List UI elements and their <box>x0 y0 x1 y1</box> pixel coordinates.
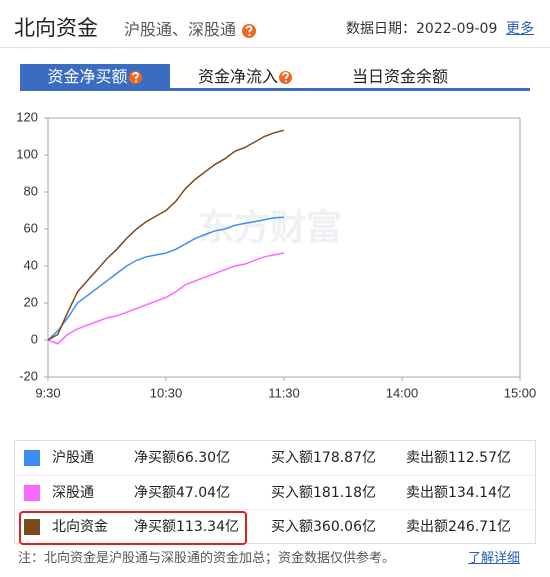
x-tick-label: 15:00 <box>504 385 537 400</box>
y-tick-label: 20 <box>24 294 38 309</box>
highlight-box <box>19 511 247 545</box>
net-label: 净买额 <box>134 519 176 535</box>
sell-label: 卖出额 <box>406 519 448 535</box>
series-line <box>47 216 285 341</box>
title: 北向资金 <box>14 16 98 40</box>
net-label: 净买额 <box>134 485 176 501</box>
subtitle-text: 沪股通、深股通 <box>124 20 237 39</box>
sell-value: 134.14亿 <box>448 485 511 501</box>
sell-label: 卖出额 <box>406 485 448 501</box>
sell-value: 112.57亿 <box>448 450 511 466</box>
y-tick-label: -20 <box>19 368 38 383</box>
table-row: 深股通 净买额 47.04亿 买入额 181.18亿 卖出额 134.14亿 <box>15 475 535 510</box>
more-link[interactable]: 更多 <box>506 21 534 37</box>
table-row: 北向资金 净买额 113.34亿 买入额 360.06亿 卖出额 246.71亿 <box>15 509 535 545</box>
series-line <box>47 129 285 341</box>
watermark: 东方财富 <box>198 207 342 248</box>
y-tick-label: 120 <box>16 109 38 124</box>
divider <box>0 47 550 48</box>
x-tick-label: 9:30 <box>35 385 60 400</box>
legend-swatch <box>24 485 40 501</box>
help-icon[interactable] <box>241 23 257 39</box>
detail-link[interactable]: 了解详细 <box>468 551 521 566</box>
data-date: 数据日期：2022-09-09 <box>346 21 498 37</box>
y-tick-label: 100 <box>16 146 38 161</box>
legend-swatch <box>24 450 40 466</box>
tab-label: 资金净流入 <box>198 67 279 86</box>
legend-swatch <box>24 519 40 535</box>
tab-underline <box>20 88 530 91</box>
sell-value: 246.71亿 <box>448 519 511 535</box>
net-value: 66.30亿 <box>176 450 231 466</box>
x-tick-label: 14:00 <box>386 385 419 400</box>
chart: 东方财富 -20 0 20 40 60 80 100 120 9:30 10:30 11:30 14:… <box>16 109 537 400</box>
tab[interactable]: 资金净流入 <box>198 64 293 90</box>
buy-value: 181.18亿 <box>313 485 376 501</box>
legend-name: 深股通 <box>52 485 94 501</box>
sell-label: 卖出额 <box>406 450 448 466</box>
buy-label: 买入额 <box>271 485 313 501</box>
tab-active[interactable]: 资金净买额 <box>20 64 170 90</box>
buy-value: 360.06亿 <box>313 519 376 535</box>
y-tick-label: 40 <box>24 257 38 272</box>
x-tick-label: 10:30 <box>150 385 183 400</box>
tab[interactable]: 当日资金余额 <box>352 67 449 86</box>
net-label: 净买额 <box>134 450 176 466</box>
net-value: 47.04亿 <box>176 485 231 501</box>
help-icon[interactable] <box>278 70 293 85</box>
y-tick-label: 60 <box>24 220 38 235</box>
net-value: 113.34亿 <box>176 519 239 535</box>
legend-name: 沪股通 <box>52 450 94 466</box>
subtitle: 沪股通、深股通 <box>124 16 257 40</box>
series-line <box>47 252 285 345</box>
footnote: 注：北向资金是沪股通与深股通的资金加总；资金数据仅供参考。 <box>18 551 396 566</box>
buy-value: 178.87亿 <box>313 450 376 466</box>
tab-label: 资金净买额 <box>47 67 128 86</box>
buy-label: 买入额 <box>271 519 313 535</box>
table-row: 沪股通 净买额 66.30亿 买入额 178.87亿 卖出额 112.57亿 <box>15 441 535 475</box>
help-icon[interactable] <box>128 70 143 85</box>
y-tick-label: 0 <box>31 331 38 346</box>
summary-table: 沪股通 净买额 66.30亿 买入额 178.87亿 卖出额 112.57亿 深股通 净买额 47… <box>14 440 536 545</box>
buy-label: 买入额 <box>271 450 313 466</box>
x-tick-label: 11:30 <box>268 385 300 400</box>
y-tick-label: 80 <box>24 183 38 198</box>
legend-name: 北向资金 <box>52 519 108 535</box>
